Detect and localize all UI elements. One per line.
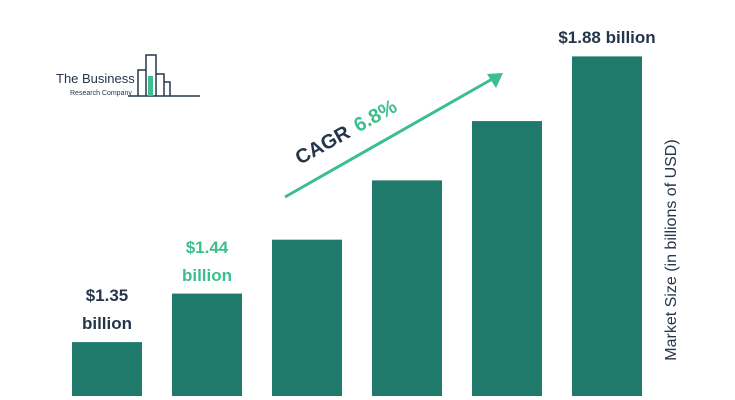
bar	[72, 342, 142, 396]
value-label: $1.35 billion	[81, 286, 133, 334]
cagr-value: 6.8%	[350, 95, 401, 136]
bar	[172, 293, 242, 396]
cagr-arrow	[284, 76, 495, 199]
bar	[272, 239, 342, 396]
bar	[572, 56, 642, 396]
value-label: $1.88 billion	[558, 28, 656, 48]
cagr-label: CAGR6.8%	[292, 95, 401, 169]
y-axis-label: Market Size (in billions of USD)	[663, 139, 680, 360]
arrow-head	[487, 73, 503, 88]
logo-title: The Business	[56, 71, 135, 86]
value-label: $1.44 billion	[181, 237, 233, 285]
bar	[372, 180, 442, 396]
logo: The Business Research Company	[56, 54, 200, 97]
bar	[472, 121, 542, 396]
logo-subtitle: Research Company	[70, 90, 132, 97]
